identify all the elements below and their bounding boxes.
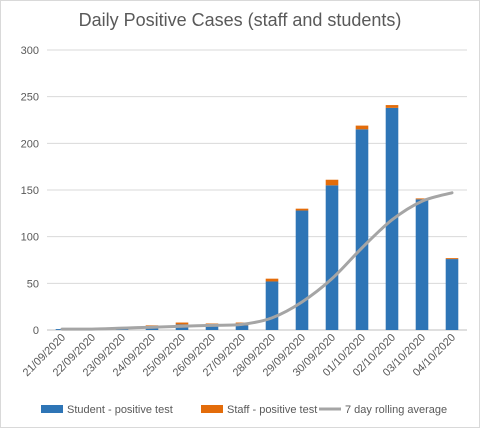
bar-staff bbox=[265, 278, 279, 282]
y-tick-label: 200 bbox=[21, 138, 39, 150]
bar-student bbox=[445, 259, 459, 330]
bar-student bbox=[265, 281, 279, 330]
y-tick-label: 250 bbox=[21, 92, 39, 104]
chart-title: Daily Positive Cases (staff and students… bbox=[78, 10, 402, 30]
bar-staff bbox=[385, 105, 399, 108]
bar-staff bbox=[355, 125, 369, 130]
legend-label: 7 day rolling average bbox=[345, 404, 447, 416]
bar-staff bbox=[295, 208, 309, 211]
bar-student bbox=[355, 129, 369, 330]
y-tick-label: 100 bbox=[21, 232, 39, 244]
bar-staff bbox=[175, 322, 189, 325]
legend-label: Student - positive test bbox=[67, 404, 173, 416]
y-tick-label: 50 bbox=[27, 278, 39, 290]
legend-label: Staff - positive test bbox=[227, 404, 317, 416]
bar-student bbox=[325, 185, 339, 330]
legend-swatch bbox=[201, 405, 223, 413]
bar-student bbox=[295, 210, 309, 330]
y-tick-label: 300 bbox=[21, 45, 39, 57]
legend-swatch bbox=[41, 405, 63, 413]
series-line-rolling-average bbox=[60, 191, 454, 331]
bar-student bbox=[205, 325, 219, 330]
y-tick-label: 150 bbox=[21, 185, 39, 197]
bar-student bbox=[415, 199, 429, 330]
bar-staff bbox=[415, 198, 429, 200]
bar-student bbox=[235, 325, 249, 330]
y-tick-label: 0 bbox=[33, 325, 39, 337]
bar-staff bbox=[445, 258, 459, 260]
bar-staff bbox=[325, 179, 339, 186]
